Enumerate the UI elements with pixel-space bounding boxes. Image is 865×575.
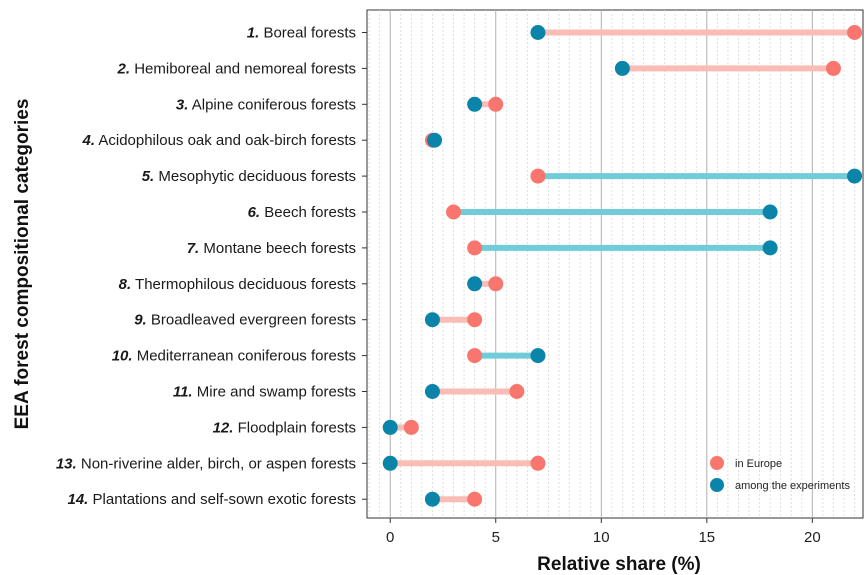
category-number: 8.: [119, 276, 132, 293]
category-number: 12.: [213, 419, 234, 436]
category-name: Mire and swamp forests: [193, 384, 356, 401]
point-experiments: [424, 384, 440, 399]
category-name: Montane beech forests: [199, 240, 356, 257]
category-number: 10.: [112, 348, 133, 365]
point-experiments: [530, 348, 546, 364]
point-experiments: [382, 455, 398, 471]
point-experiments: [427, 132, 443, 148]
legend-label-experiments: among the experiments: [735, 480, 850, 492]
category-label: 12. Floodplain forests: [213, 419, 356, 436]
point-experiments: [467, 96, 483, 112]
category-name: Non-riverine alder, birch, or aspen fore…: [77, 455, 356, 472]
category-name: Beech forests: [260, 204, 356, 221]
category-label: 2. Hemiboreal and nemoreal forests: [117, 60, 356, 77]
y-ticks: [362, 32, 367, 500]
point-experiments: [614, 60, 630, 76]
point-europe: [403, 419, 419, 435]
point-europe: [446, 204, 462, 220]
category-number: 5.: [142, 168, 155, 185]
point-experiments: [847, 168, 863, 184]
category-label: 11. Mire and swamp forests: [173, 384, 356, 401]
category-number: 6.: [248, 204, 261, 221]
category-label: 8. Thermophilous deciduous forests: [119, 276, 356, 293]
category-name: Hemiboreal and nemoreal forests: [130, 60, 356, 77]
point-experiments: [382, 419, 398, 435]
category-label: 7. Montane beech forests: [187, 240, 356, 257]
category-labels: 1. Boreal forests 2. Hemiboreal and nemor…: [56, 25, 356, 509]
category-number: 9.: [134, 312, 147, 329]
point-europe: [825, 60, 841, 76]
point-experiments: [467, 276, 483, 292]
category-label: 13. Non-riverine alder, birch, or aspen …: [56, 455, 356, 472]
point-experiments: [424, 312, 440, 328]
category-label: 9. Broadleaved evergreen forests: [134, 312, 356, 329]
point-europe: [530, 455, 546, 471]
category-number: 13.: [56, 455, 77, 472]
category-label: 6. Beech forests: [248, 204, 356, 221]
category-name: Boreal forests: [259, 25, 356, 42]
minor-grid: [368, 10, 855, 518]
category-label: 1. Boreal forests: [247, 25, 356, 42]
point-experiments: [424, 491, 440, 507]
category-number: 7.: [187, 240, 200, 257]
x-tick-label: 10: [593, 529, 610, 546]
point-europe: [509, 384, 525, 399]
category-number: 1.: [247, 25, 260, 42]
x-ticks: 0 5 10 15 20: [386, 518, 821, 546]
category-number: 4.: [82, 132, 96, 149]
category-name: Alpine coniferous forests: [188, 96, 356, 113]
category-label: 14. Plantations and self-sown exotic for…: [68, 491, 357, 508]
x-tick-label: 20: [804, 529, 821, 546]
legend-marker-europe: [710, 456, 724, 470]
legend: in Europe among the experiments: [710, 456, 850, 492]
category-name: Thermophilous deciduous forests: [131, 276, 356, 293]
points: [382, 25, 863, 507]
legend-label-europe: in Europe: [735, 458, 782, 470]
category-label: 5. Mesophytic deciduous forests: [142, 168, 356, 185]
point-europe: [488, 276, 504, 292]
point-europe: [467, 348, 483, 364]
point-europe: [467, 240, 483, 256]
point-europe: [488, 96, 504, 112]
category-number: 3.: [176, 96, 189, 113]
x-tick-label: 5: [492, 529, 500, 546]
point-europe: [467, 491, 483, 507]
x-axis-title: Relative share (%): [537, 554, 701, 575]
point-europe: [530, 168, 546, 184]
category-label: 4. Acidophilous oak and oak-birch forest…: [82, 132, 357, 149]
plot-panel: [366, 9, 864, 519]
point-europe: [467, 312, 483, 328]
category-name: Mesophytic deciduous forests: [154, 168, 356, 185]
point-experiments: [530, 25, 546, 40]
point-europe: [847, 25, 863, 40]
category-number: 14.: [68, 491, 89, 508]
category-name: Mediterranean coniferous forests: [133, 348, 356, 365]
category-name: Broadleaved evergreen forests: [147, 312, 356, 329]
category-name: Floodplain forests: [233, 419, 356, 436]
category-label: 10. Mediterranean coniferous forests: [112, 348, 356, 365]
category-number: 11.: [173, 384, 193, 401]
x-tick-label: 15: [698, 529, 715, 546]
category-name: Plantations and self-sown exotic forests: [88, 491, 356, 508]
x-tick-label: 0: [386, 529, 394, 546]
legend-marker-experiments: [710, 478, 724, 492]
y-axis-title: EEA forest compositional categories: [12, 99, 33, 430]
category-label: 3. Alpine coniferous forests: [176, 96, 356, 113]
point-experiments: [762, 204, 778, 220]
point-experiments: [762, 240, 778, 256]
category-number: 2.: [117, 60, 131, 77]
category-name: Acidophilous oak and oak-birch forests: [95, 132, 356, 149]
